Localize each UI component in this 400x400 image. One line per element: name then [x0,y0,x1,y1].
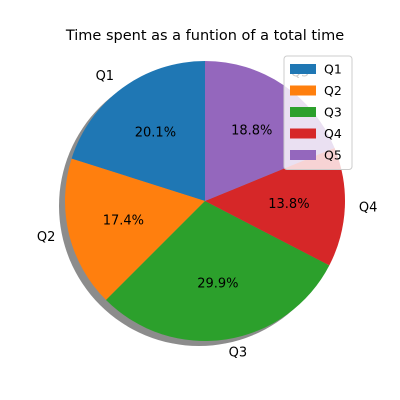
chart-title: Time spent as a funtion of a total time [65,28,344,44]
legend: Q1 Q2 Q3 Q4 Q5 [283,55,353,170]
legend-label-q2: Q2 [324,83,342,98]
legend-swatch-q2 [290,85,316,96]
legend-swatch-q1 [290,64,316,74]
legend-label-q1: Q1 [324,62,342,77]
slice-q1 [71,61,205,201]
slice-percent-labels: 20.1% 17.4% 29.9% 13.8% 18.8% [103,124,310,292]
slice-percent-q2: 17.4% [103,213,144,228]
slice-percent-q4: 13.8% [268,197,309,212]
slice-percent-q3: 29.9% [197,277,238,292]
slice-q4 [205,147,345,266]
slice-label-q3: Q3 [229,346,248,361]
slice-label-q2: Q2 [37,230,56,245]
legend-label-q5: Q5 [324,148,342,163]
pie-slices [65,60,345,341]
slice-label-q4: Q4 [359,200,378,215]
slice-label-q1: Q1 [96,69,115,84]
legend-label-q3: Q3 [324,105,342,120]
slice-percent-q5: 18.8% [231,124,272,139]
slice-q3 [106,201,330,341]
legend-swatch-q5 [290,150,316,160]
slice-percent-q1: 20.1% [135,126,176,141]
legend-box [283,55,353,170]
legend-swatch-q3 [290,107,316,117]
legend-swatch-q4 [290,128,316,139]
slice-q2 [65,158,205,300]
legend-label-q4: Q4 [324,126,342,141]
slice-q5 [205,60,335,201]
